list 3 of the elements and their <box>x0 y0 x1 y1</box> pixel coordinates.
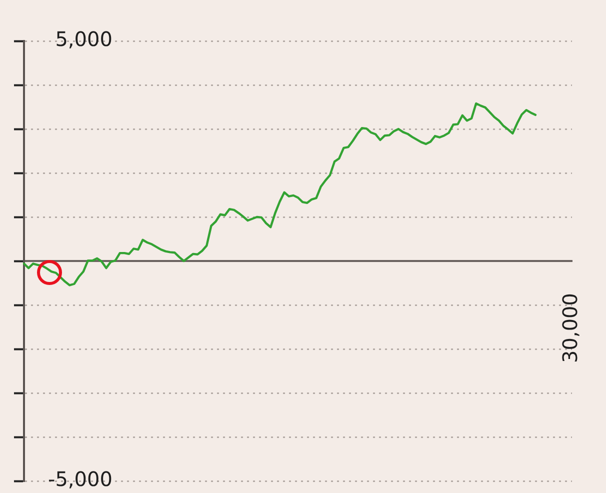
y-tick-label: 5,000 <box>55 27 112 52</box>
x-tick-label: 30,000 <box>558 293 582 363</box>
y-tick-label: -5,000 <box>48 467 112 492</box>
